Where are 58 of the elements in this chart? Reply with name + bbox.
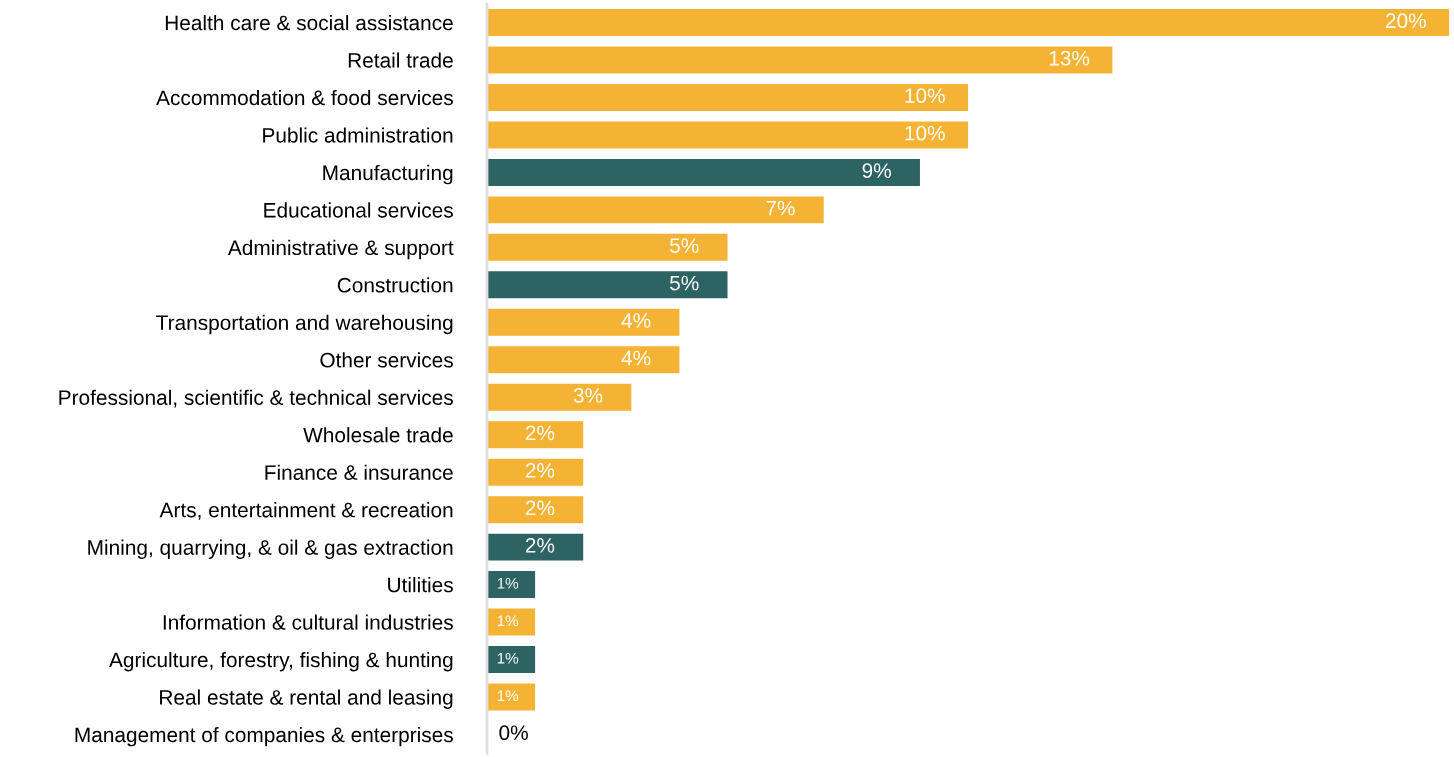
data-label: 1% — [497, 577, 519, 589]
y-tick-label: Professional, scientific & technical services — [59, 389, 453, 408]
bar — [487, 83, 969, 111]
bar — [487, 458, 584, 486]
y-tick-label: Administrative & support — [227, 239, 454, 260]
data-label: 7% — [766, 200, 795, 216]
bar — [487, 308, 680, 336]
y-tick-label: Mining, quarrying, & oil & gas extraction — [88, 539, 453, 559]
bar — [487, 533, 584, 561]
y-tick-label: Information & cultural industries — [163, 614, 453, 630]
y-tick-label: Educational services — [264, 202, 453, 218]
y-tick-label: Management of companies & enterprises — [75, 726, 453, 747]
data-label: 2% — [525, 537, 555, 553]
data-label: 4% — [621, 313, 651, 328]
data-label: 2% — [525, 463, 555, 478]
y-tick-label: Utilities — [388, 577, 453, 593]
y-tick-label: Agriculture, forestry, fishing & hunting — [109, 651, 453, 672]
y-tick-label: Construction — [337, 277, 453, 293]
data-label: 5% — [670, 275, 699, 291]
bar — [487, 646, 536, 674]
data-label: 10% — [905, 88, 945, 104]
bar — [487, 158, 920, 186]
data-label: 3% — [573, 388, 603, 403]
data-label: 5% — [670, 238, 699, 253]
bar — [487, 383, 632, 411]
y-tick-label: Arts, entertainment & recreation — [159, 502, 453, 520]
data-label: 2% — [525, 500, 555, 516]
data-label: 4% — [621, 350, 651, 366]
bar — [487, 46, 1113, 74]
y-tick-label: Wholesale trade — [303, 427, 453, 443]
data-label: 1% — [497, 652, 519, 664]
bar — [487, 233, 728, 261]
data-label: 20% — [1386, 13, 1426, 29]
bar — [487, 271, 728, 299]
bar — [487, 421, 584, 449]
bar — [487, 608, 536, 636]
y-tick-label: Public administration — [263, 127, 453, 143]
data-label: 1% — [497, 615, 519, 627]
bar — [487, 571, 536, 599]
y-tick-label: Transportation and warehousing — [156, 314, 453, 335]
bar — [487, 346, 680, 374]
y-tick-label: Accommodation & food services — [156, 89, 453, 106]
bar — [487, 196, 824, 224]
data-label: 10% — [905, 125, 945, 141]
y-tick-label: Retail trade — [348, 52, 453, 68]
bar — [487, 496, 584, 524]
y-tick-label: Manufacturing — [323, 164, 453, 185]
data-label: 9% — [862, 163, 891, 178]
data-label: 0% — [499, 725, 528, 741]
y-tick-label: Health care & social assistance — [165, 14, 453, 31]
data-label: 13% — [1049, 50, 1090, 66]
y-tick-label: Real estate & rental and leasing — [160, 689, 453, 709]
bar — [487, 121, 969, 149]
data-label: 2% — [525, 425, 555, 441]
bar — [487, 9, 1450, 37]
y-tick-label: Finance & insurance — [265, 464, 453, 480]
y-tick-label: Other services — [320, 352, 453, 368]
data-label: 1% — [497, 690, 519, 702]
